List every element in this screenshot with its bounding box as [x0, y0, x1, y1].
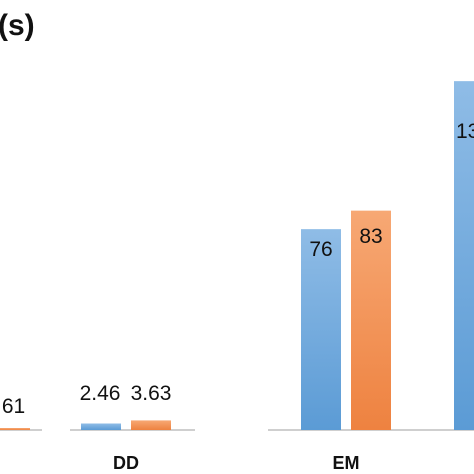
x-tick-label-dd: DD [113, 453, 139, 473]
chart-marks: DD EM 2.46 76 13 .61 3.63 83 [0, 81, 474, 473]
bar-series2-cropped-left [0, 428, 30, 430]
data-label-series1-dd: 2.46 [80, 382, 121, 405]
bar-series2-em [351, 210, 391, 430]
bar-series1-dd [81, 423, 121, 430]
bar-series1-em [301, 229, 341, 430]
data-label-series2-cat0: .61 [0, 395, 25, 418]
data-label-series2-em: 83 [359, 225, 382, 248]
data-label-series1-em: 76 [309, 238, 332, 261]
bar-series1-cropped-right [454, 81, 474, 431]
bar-series2-dd [131, 420, 171, 430]
data-label-series1-cat3: 13 [456, 120, 474, 143]
x-tick-label-em: EM [333, 453, 360, 473]
data-label-series2-dd: 3.63 [131, 382, 172, 405]
chart-title: (s) [0, 9, 35, 42]
